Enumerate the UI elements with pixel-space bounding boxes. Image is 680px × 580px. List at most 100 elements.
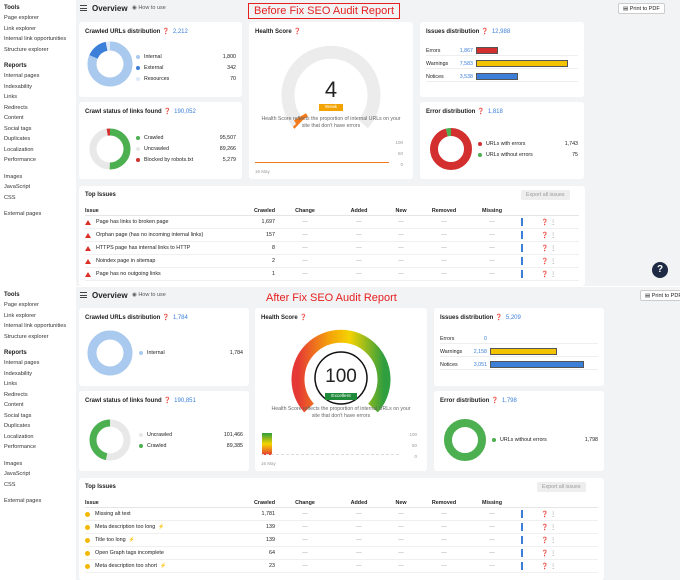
legend-item[interactable]: Internal 1,800 xyxy=(136,51,236,62)
row-actions-icon[interactable]: ❓ ⋮ xyxy=(541,245,557,252)
issue-name[interactable]: Open Graph tags incomplete xyxy=(95,550,164,556)
table-row[interactable]: Meta description too short ⚡ 23 — — — — — ❓ ⋮ xyxy=(85,560,598,573)
sidebar-item[interactable]: Localization xyxy=(4,433,34,440)
sidebar-item[interactable]: Social tags xyxy=(4,125,32,132)
issue-name[interactable]: Noindex page in sitemap xyxy=(96,258,156,264)
legend-item[interactable]: Internal 1,784 xyxy=(139,347,243,358)
sidebar-item[interactable]: Structure explorer xyxy=(4,333,49,340)
menu-icon[interactable] xyxy=(80,292,87,298)
print-pdf-button[interactable]: ▤ Print to PDF xyxy=(640,290,680,301)
crawled-count[interactable]: 1 xyxy=(272,271,275,277)
sidebar-item[interactable]: Indexability xyxy=(4,370,32,377)
issue-name[interactable]: Orphan page (has no incoming internal li… xyxy=(96,232,204,238)
sidebar-item[interactable]: Structure explorer xyxy=(4,46,49,53)
issue-name[interactable]: HTTPS page has internal links to HTTP xyxy=(96,245,191,251)
column-header[interactable]: Issue xyxy=(85,499,99,506)
sidebar-item[interactable]: JavaScript xyxy=(4,184,31,190)
sidebar-item[interactable]: Internal pages xyxy=(4,360,40,366)
legend-item[interactable]: Blocked by robots.txt 5,279 xyxy=(136,154,236,165)
crawled-count[interactable]: 1,781 xyxy=(261,511,276,517)
legend-item[interactable]: Crawled 89,385 xyxy=(139,440,243,451)
row-actions-icon[interactable]: ❓ ⋮ xyxy=(541,219,557,226)
column-header[interactable]: Issue xyxy=(85,207,99,214)
print-pdf-button[interactable]: ▤ Print to PDF xyxy=(618,3,665,14)
crawled-count[interactable]: 64 xyxy=(269,550,275,556)
sidebar-item[interactable]: Performance xyxy=(4,444,37,450)
issues-row[interactable]: Warnings 7,583 xyxy=(426,59,578,69)
row-actions-icon[interactable]: ❓ ⋮ xyxy=(541,524,557,531)
sidebar-item[interactable]: Page explorer xyxy=(4,302,39,308)
table-row[interactable]: Title too long ⚡ 139 — — — — — ❓ ⋮ xyxy=(85,534,598,547)
legend-item[interactable]: External 342 xyxy=(136,62,236,73)
sidebar-item[interactable]: Social tags xyxy=(4,412,32,419)
sidebar-item[interactable]: CSS xyxy=(4,481,16,488)
sidebar-item[interactable]: Content xyxy=(4,402,24,408)
row-actions-icon[interactable]: ❓ ⋮ xyxy=(541,563,557,570)
export-all-issues-button[interactable]: Export all issues xyxy=(521,190,570,200)
sidebar-item[interactable]: Link explorer xyxy=(4,312,37,319)
row-actions-icon[interactable]: ❓ ⋮ xyxy=(541,550,557,557)
column-header[interactable]: Change xyxy=(295,207,315,214)
column-header[interactable]: New xyxy=(395,207,407,214)
row-actions-icon[interactable]: ❓ ⋮ xyxy=(541,537,557,544)
crawled-count[interactable]: 157 xyxy=(266,232,275,238)
row-actions-icon[interactable]: ❓ ⋮ xyxy=(541,271,557,278)
issue-name[interactable]: Page has links to broken page xyxy=(96,219,169,225)
sidebar-item[interactable]: Performance xyxy=(4,157,37,163)
how-to-use-link[interactable]: ◉ How to use xyxy=(132,292,166,298)
row-actions-icon[interactable]: ❓ ⋮ xyxy=(541,511,557,518)
how-to-use-link[interactable]: ◉ How to use xyxy=(132,5,166,11)
crawled-count[interactable]: 1,697 xyxy=(261,219,276,225)
crawled-count[interactable]: 23 xyxy=(269,563,275,569)
sidebar-item[interactable]: Internal pages xyxy=(4,73,40,79)
issue-name[interactable]: Title too long xyxy=(95,537,126,543)
issues-row[interactable]: Errors 1,867 xyxy=(426,46,578,56)
legend-item[interactable]: URLs without errors 1,798 xyxy=(492,434,598,445)
table-row[interactable]: Noindex page in sitemap 2 — — — — — ❓ ⋮ xyxy=(85,255,579,268)
crawled-count[interactable]: 139 xyxy=(266,524,275,530)
row-actions-icon[interactable]: ❓ ⋮ xyxy=(541,258,557,265)
row-actions-icon[interactable]: ❓ ⋮ xyxy=(541,232,557,239)
column-header[interactable]: Crawled xyxy=(254,499,275,506)
sidebar-item[interactable]: Images xyxy=(4,460,23,467)
sidebar-item[interactable]: Images xyxy=(4,173,23,180)
issue-name[interactable]: Missing alt text xyxy=(95,511,131,517)
table-row[interactable]: Missing alt text 1,781 — — — — — ❓ ⋮ xyxy=(85,508,598,521)
sidebar-item[interactable]: Duplicates xyxy=(4,136,31,142)
table-row[interactable]: Meta description too long ⚡ 139 — — — — — ❓ ⋮ xyxy=(85,521,598,534)
legend-item[interactable]: URLs without errors 75 xyxy=(478,149,578,160)
legend-item[interactable]: Uncrawled 89,266 xyxy=(136,143,236,154)
column-header[interactable]: Removed xyxy=(431,207,457,214)
sidebar-item[interactable]: Redirects xyxy=(4,104,28,111)
menu-icon[interactable] xyxy=(80,5,87,11)
sidebar-item[interactable]: Redirects xyxy=(4,391,28,398)
column-header[interactable]: Missing xyxy=(481,207,503,214)
sidebar-item[interactable]: External pages xyxy=(4,211,42,217)
column-header[interactable]: Added xyxy=(350,499,368,506)
table-row[interactable]: Open Graph tags incomplete 64 — — — — — ❓ ⋮ xyxy=(85,547,598,560)
legend-item[interactable]: Crawled 95,507 xyxy=(136,132,236,143)
sidebar-item[interactable]: Indexability xyxy=(4,83,32,90)
sidebar-item[interactable]: Links xyxy=(4,381,18,387)
sidebar-item[interactable]: External pages xyxy=(4,498,42,504)
crawled-count[interactable]: 139 xyxy=(266,537,275,543)
column-header[interactable]: Added xyxy=(350,207,368,214)
issues-row[interactable]: Errors 0 xyxy=(440,334,598,344)
sidebar-item[interactable]: Localization xyxy=(4,146,34,153)
issues-row[interactable]: Notices 3,538 xyxy=(426,72,578,82)
sidebar-item[interactable]: Page explorer xyxy=(4,15,39,21)
legend-item[interactable]: Resources 70 xyxy=(136,73,236,84)
sidebar-item[interactable]: Link explorer xyxy=(4,25,37,32)
sidebar-item[interactable]: CSS xyxy=(4,194,16,201)
column-header[interactable]: New xyxy=(395,499,407,506)
table-row[interactable]: Orphan page (has no incoming internal li… xyxy=(85,229,579,242)
legend-item[interactable]: Uncrawled 101,466 xyxy=(139,429,243,440)
sidebar-item[interactable]: Content xyxy=(4,115,24,121)
sidebar-item[interactable]: Internal link opportunities xyxy=(4,323,67,329)
issue-name[interactable]: Meta description too short xyxy=(95,563,158,569)
crawled-count[interactable]: 8 xyxy=(272,245,275,251)
table-row[interactable]: Page has no outgoing links 1 — — — — — ❓ ⋮ xyxy=(85,268,579,281)
sidebar-item[interactable]: JavaScript xyxy=(4,471,31,477)
table-row[interactable]: HTTPS page has internal links to HTTP 8 — —… xyxy=(85,242,579,255)
sidebar-item[interactable]: Links xyxy=(4,94,18,100)
